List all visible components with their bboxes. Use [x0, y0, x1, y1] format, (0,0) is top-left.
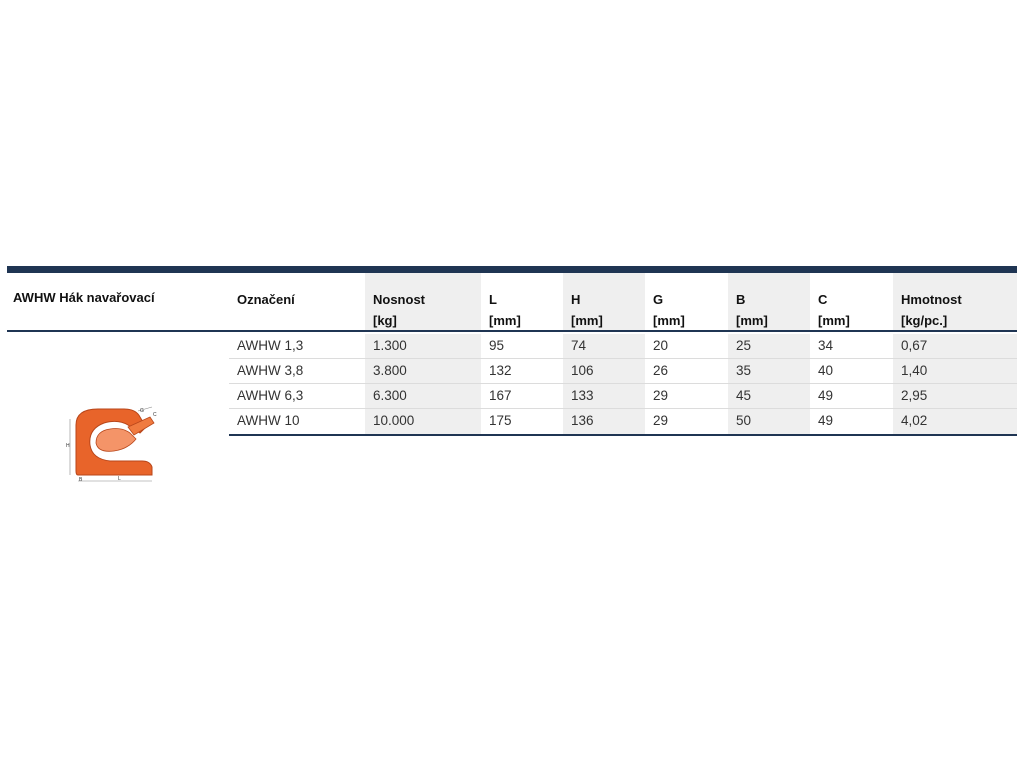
table-cell: 49	[818, 388, 834, 403]
column-header-unit: [mm]	[736, 313, 768, 328]
column-header-label: H	[571, 292, 581, 307]
column-header-label: L	[489, 292, 497, 307]
table-cell: 3.800	[365, 359, 481, 383]
table-cell: 74	[563, 334, 645, 358]
table-cell: 40	[818, 363, 834, 378]
table-cell: 45	[728, 384, 810, 408]
column-header-label: Označení	[237, 292, 295, 307]
column-header-b: B [mm]	[728, 273, 810, 330]
column-header-label: Hmotnost	[901, 292, 962, 307]
table-cell: 29	[653, 388, 669, 403]
column-header-unit: [mm]	[489, 313, 521, 328]
table-cell: 49	[818, 413, 834, 428]
table-cell: 106	[563, 359, 645, 383]
table-cell: 26	[653, 363, 669, 378]
table-cell: 136	[563, 409, 645, 434]
table-cell: 133	[563, 384, 645, 408]
table-row: AWHW 10 10.000 175 136 29 50 49 4,02	[229, 409, 1017, 436]
table-cell: 175	[489, 413, 512, 428]
column-header-h: H [mm]	[563, 273, 645, 330]
column-header-label: B	[736, 292, 746, 307]
table-cell: 35	[728, 359, 810, 383]
column-header-label: G	[653, 292, 664, 307]
table-cell: 167	[489, 388, 512, 403]
column-header-label: Nosnost	[373, 292, 425, 307]
dimension-label: H	[66, 443, 70, 449]
table-cell: AWHW 3,8	[237, 363, 304, 378]
column-header-unit: [mm]	[818, 313, 850, 328]
table-cell: 132	[489, 363, 512, 378]
dimension-label: B	[79, 477, 83, 483]
column-header-designation: Označení	[229, 273, 365, 330]
table-top-rule	[7, 266, 1017, 273]
column-header-g: G [mm]	[645, 273, 728, 330]
column-header-weight: Hmotnost [kg/pc.]	[893, 273, 1017, 330]
column-header-label: C	[818, 292, 828, 307]
dimension-label: C	[153, 412, 157, 418]
table-cell: 25	[728, 334, 810, 358]
column-header-unit: [mm]	[571, 313, 603, 328]
column-header-unit: [mm]	[653, 313, 685, 328]
table-cell: 1.300	[365, 334, 481, 358]
hook-diagram-icon: G C H B L	[66, 406, 157, 483]
table-cell: 4,02	[893, 409, 1017, 434]
table-cell: AWHW 10	[237, 413, 300, 428]
table-cell: 34	[818, 338, 834, 353]
table-header: AWHW Hák navařovací Označení Nosnost [kg…	[7, 273, 1017, 332]
table-body: AWHW 1,3 1.300 95 74 20 25 34 0,67 AWHW …	[229, 334, 1017, 436]
table-cell: 29	[653, 413, 669, 428]
table-cell: 20	[653, 338, 669, 353]
table-cell: 10.000	[365, 409, 481, 434]
table-row: AWHW 1,3 1.300 95 74 20 25 34 0,67	[229, 334, 1017, 359]
column-header-capacity: Nosnost [kg]	[365, 273, 481, 330]
table-row: AWHW 3,8 3.800 132 106 26 35 40 1,40	[229, 359, 1017, 384]
table-cell: 0,67	[893, 334, 1017, 358]
dimension-label: G	[140, 408, 144, 414]
table-cell: 2,95	[893, 384, 1017, 408]
table-cell: AWHW 1,3	[237, 338, 304, 353]
table-cell: 6.300	[365, 384, 481, 408]
column-header-unit: [kg]	[373, 313, 397, 328]
table-cell: 50	[728, 409, 810, 434]
column-header-c: C [mm]	[810, 273, 893, 330]
table-cell: 95	[489, 338, 505, 353]
table-cell: 1,40	[893, 359, 1017, 383]
column-header-l: L [mm]	[481, 273, 563, 330]
product-title: AWHW Hák navařovací	[13, 290, 155, 305]
table-cell: AWHW 6,3	[237, 388, 304, 403]
table-row: AWHW 6,3 6.300 167 133 29 45 49 2,95	[229, 384, 1017, 409]
column-header-unit: [kg/pc.]	[901, 313, 948, 328]
dimension-label: L	[118, 476, 121, 482]
